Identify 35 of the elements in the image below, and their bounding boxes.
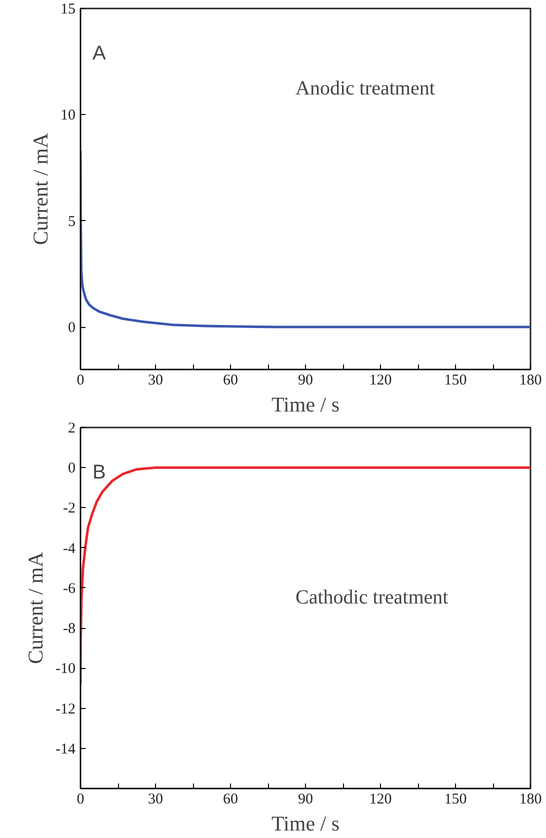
annotation: B [92, 462, 106, 484]
annotation: A [92, 42, 106, 64]
x-tick-label: 30 [148, 372, 163, 388]
line-series [80, 466, 530, 686]
x-tick-label: 60 [223, 792, 238, 808]
y-tick-label: -6 [63, 580, 76, 597]
annotation: Anodic treatment [296, 78, 436, 100]
y-tick-label: -12 [56, 701, 76, 718]
annotation: Cathodic treatment [296, 586, 449, 608]
y-tick-label: 0 [68, 320, 76, 336]
y-tick-label: -8 [63, 621, 76, 638]
x-tick-label: 90 [298, 372, 313, 388]
y-tick-label: 5 [68, 214, 76, 230]
y-tick-label: 0 [68, 460, 76, 477]
x-tick-label: 60 [223, 372, 238, 388]
line-series [80, 150, 530, 328]
x-tick-label: 90 [298, 792, 313, 808]
y-tick-label: 2 [68, 420, 76, 436]
x-tick-label: 180 [519, 372, 542, 388]
y-tick-label: -10 [56, 661, 76, 678]
y-tick-label: 15 [60, 2, 76, 18]
y-tick-label: -14 [56, 741, 76, 758]
y-tick-label: -4 [63, 540, 76, 557]
x-axis-title: Time / s [271, 812, 340, 836]
x-tick-label: 150 [444, 372, 467, 388]
y-axis-title: Current / mA [28, 132, 52, 245]
x-tick-label: 120 [369, 372, 392, 388]
y-tick-label: -2 [63, 500, 76, 517]
x-tick-label: 150 [444, 792, 467, 808]
x-tick-label: 180 [519, 792, 542, 808]
x-axis-title: Time / s [271, 392, 340, 416]
x-tick-label: 120 [369, 792, 392, 808]
y-axis-title: Current / mA [24, 551, 48, 664]
y-tick-label: 10 [60, 108, 76, 124]
x-tick-label: 30 [148, 792, 163, 808]
